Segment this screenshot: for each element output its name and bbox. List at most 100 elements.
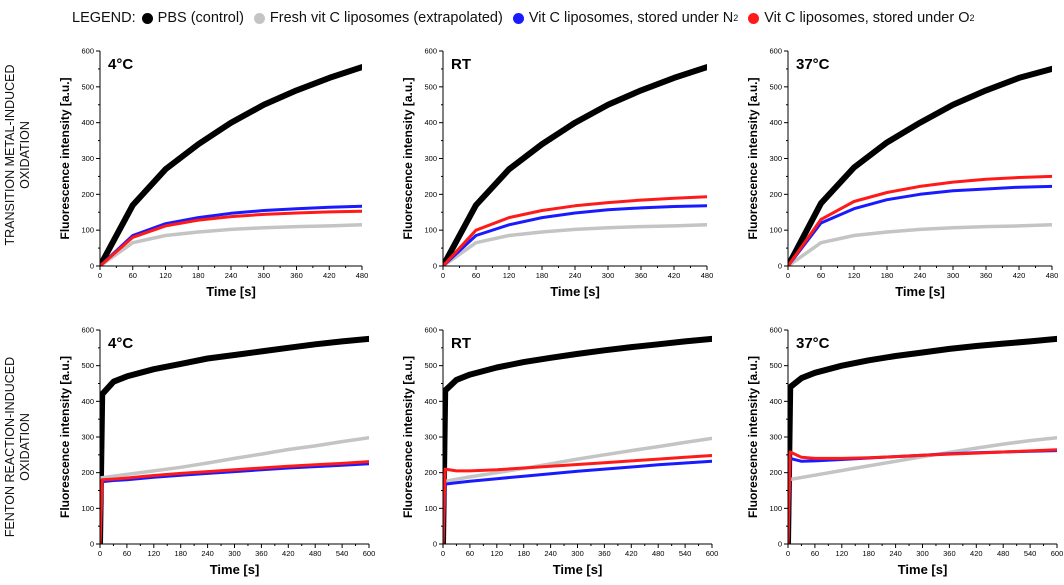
data-point-fresh	[894, 460, 897, 463]
x-tick-label: 60	[817, 271, 825, 280]
data-point-o2	[164, 224, 167, 227]
data-point-pbs	[262, 103, 265, 106]
data-point-o2	[131, 236, 134, 239]
data-point-o2	[800, 456, 803, 459]
data-point-fresh	[813, 474, 817, 477]
y-tick-label: 100	[81, 226, 94, 235]
data-point-o2	[152, 474, 155, 477]
y-tick-label: 0	[433, 262, 437, 271]
data-point-pbs	[197, 143, 200, 146]
y-tick-label: 300	[81, 154, 94, 163]
data-point-n2	[576, 470, 579, 473]
data-point-o2	[984, 178, 988, 181]
data-point-pbs	[287, 346, 290, 349]
data-point-pbs	[1050, 67, 1052, 70]
x-tick-label: 360	[943, 549, 956, 558]
x-tick-label: 540	[679, 549, 692, 558]
data-point-fresh	[603, 453, 606, 456]
data-point-pbs	[206, 357, 209, 360]
x-tick-label: 420	[323, 271, 336, 280]
data-point-o2	[894, 455, 897, 458]
x-tick-label: 60	[472, 271, 480, 280]
data-point-pbs	[125, 375, 128, 378]
data-point-fresh	[152, 469, 155, 472]
data-point-pbs	[894, 354, 897, 358]
data-point-pbs	[507, 168, 511, 171]
data-point-n2	[710, 460, 712, 463]
data-point-pbs	[819, 202, 823, 205]
y-tick-label: 500	[769, 361, 782, 370]
data-point-pbs	[474, 204, 478, 207]
y-tick-label: 200	[424, 190, 437, 199]
data-point-o2	[975, 452, 978, 455]
data-point-o2	[260, 466, 263, 470]
data-point-fresh	[206, 461, 209, 465]
x-tick-label: 120	[503, 271, 516, 280]
data-point-fresh	[287, 448, 290, 451]
x-tick-label: 60	[466, 549, 474, 558]
panel-label: 37°C	[796, 335, 830, 352]
legend-label-fresh: Fresh vit C liposomes (extrapolated)	[269, 10, 503, 26]
y-axis-label: Fluorescence intensity [a.u.]	[746, 356, 760, 518]
data-point-o2	[1017, 176, 1021, 179]
data-point-o2	[813, 457, 817, 460]
data-point-o2	[522, 466, 525, 470]
data-point-fresh	[262, 226, 265, 229]
series-line-fresh	[100, 223, 362, 266]
data-point-o2	[840, 457, 843, 460]
data-point-fresh	[606, 226, 610, 229]
data-point-pbs	[549, 356, 552, 359]
data-point-pbs	[179, 362, 182, 365]
x-tick-label: 180	[517, 549, 530, 558]
data-point-fresh	[819, 241, 823, 244]
data-point-n2	[468, 480, 471, 483]
data-point-pbs	[314, 343, 317, 346]
series-line-pbs	[100, 335, 369, 544]
x-tick-label: 240	[201, 549, 214, 558]
series-line-pbs	[788, 65, 1052, 266]
data-point-fresh	[233, 457, 236, 460]
data-point-n2	[657, 463, 660, 466]
y-axis-label: Fluorescence intensity [a.u.]	[746, 77, 760, 239]
y-tick-label: 100	[769, 504, 782, 513]
data-point-n2	[455, 481, 458, 484]
data-point-n2	[328, 206, 331, 209]
data-point-n2	[813, 459, 817, 462]
x-tick-label: 480	[356, 271, 369, 280]
data-point-pbs	[328, 76, 331, 79]
data-point-o2	[474, 229, 478, 232]
data-point-o2	[576, 463, 579, 466]
y-tick-label: 0	[90, 262, 94, 271]
series-line-pbs	[443, 64, 707, 266]
data-point-o2	[444, 468, 447, 471]
data-point-n2	[1050, 185, 1052, 188]
x-tick-label: 600	[706, 549, 719, 558]
data-point-fresh	[341, 440, 344, 443]
x-tick-label: 480	[1046, 271, 1059, 280]
data-point-n2	[522, 475, 525, 478]
data-point-n2	[540, 216, 544, 219]
x-tick-label: 180	[881, 271, 894, 280]
data-point-o2	[549, 465, 552, 468]
data-point-o2	[206, 470, 209, 473]
data-point-pbs	[1017, 76, 1021, 79]
data-point-fresh	[1017, 224, 1021, 227]
data-point-pbs	[576, 352, 579, 355]
data-point-pbs	[455, 378, 458, 381]
data-point-n2	[852, 207, 856, 210]
series-line-o2	[443, 454, 712, 544]
data-point-o2	[179, 472, 182, 475]
x-tick-label: 480	[701, 271, 714, 280]
data-point-o2	[328, 210, 331, 213]
data-point-fresh	[630, 449, 633, 452]
data-point-o2	[705, 195, 707, 198]
data-point-fresh	[657, 445, 660, 448]
data-point-pbs	[1055, 337, 1057, 340]
y-tick-label: 300	[769, 154, 782, 163]
data-point-o2	[684, 456, 687, 459]
data-point-o2	[789, 450, 792, 454]
data-point-o2	[233, 468, 236, 471]
data-point-o2	[262, 213, 265, 216]
data-point-pbs	[1029, 340, 1032, 343]
